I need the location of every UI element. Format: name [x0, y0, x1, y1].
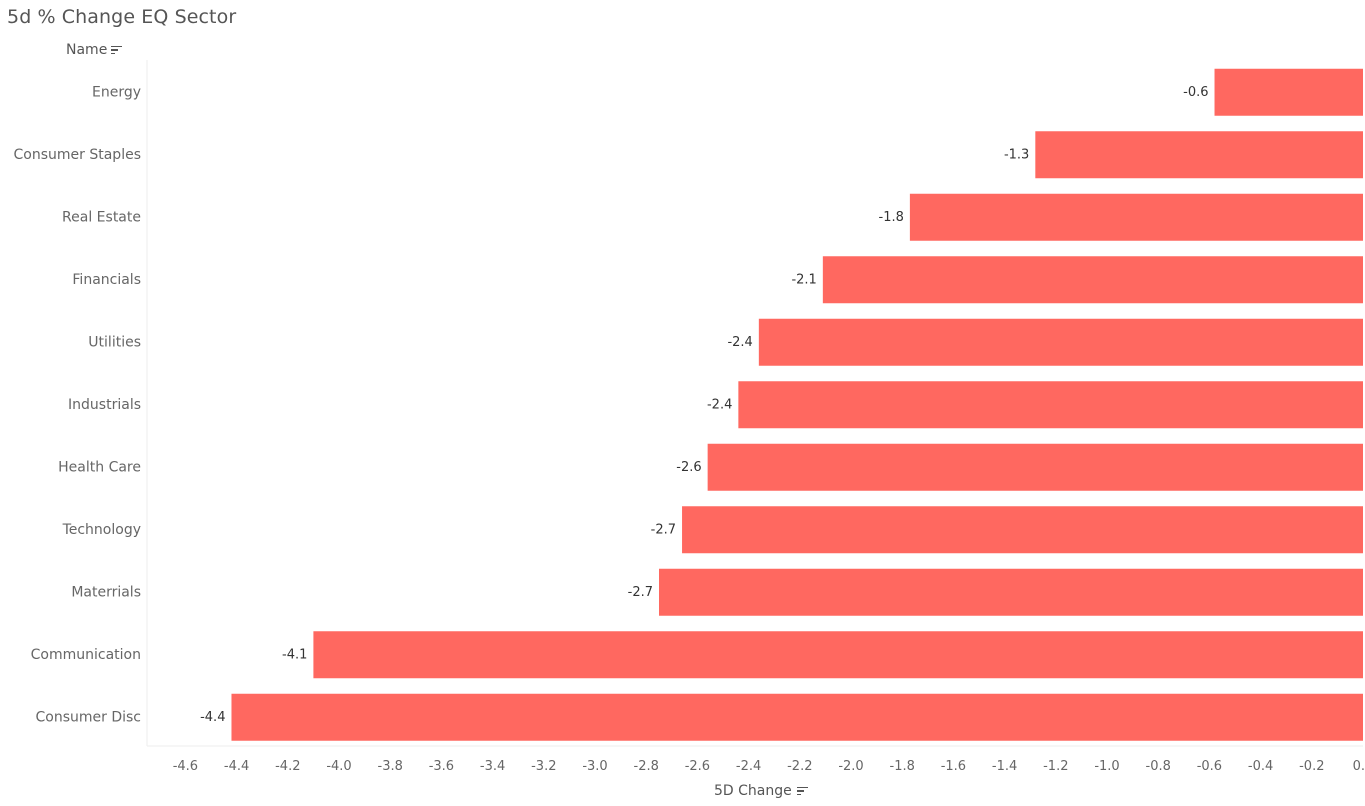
- category-label: Consumer Staples: [14, 147, 141, 163]
- x-tick-label: -3.2: [531, 759, 556, 774]
- bar[interactable]: [1035, 131, 1363, 179]
- category-label: Industrials: [68, 397, 141, 413]
- x-tick-label: -1.0: [1094, 759, 1119, 774]
- x-tick-label: -4.0: [326, 759, 351, 774]
- name-column-header[interactable]: Name: [66, 42, 123, 58]
- category-label: Consumer Disc: [36, 709, 142, 725]
- bar[interactable]: [1214, 68, 1363, 116]
- x-tick-label: -4.6: [173, 759, 198, 774]
- x-tick-label: -3.0: [582, 759, 607, 774]
- bar[interactable]: [313, 631, 1363, 679]
- x-tick-label: -4.4: [224, 759, 249, 774]
- x-tick-label: -1.8: [890, 759, 915, 774]
- sort-descending-icon[interactable]: [111, 45, 123, 55]
- sort-descending-icon[interactable]: [796, 786, 808, 796]
- value-label: -4.4: [200, 710, 225, 725]
- value-label: -2.7: [651, 522, 676, 537]
- x-tick-label: -3.4: [480, 759, 505, 774]
- value-label: -2.6: [676, 460, 701, 475]
- x-axis-title[interactable]: 5D Change: [714, 783, 808, 799]
- category-label: Technology: [62, 522, 141, 538]
- bar[interactable]: [682, 506, 1363, 554]
- category-label: Materrials: [71, 584, 141, 600]
- category-label: Utilities: [88, 334, 141, 350]
- x-tick-label: -1.2: [1043, 759, 1068, 774]
- category-label: Financials: [72, 272, 141, 288]
- chart-title: 5d % Change EQ Sector: [7, 6, 237, 28]
- value-label: -0.6: [1183, 85, 1208, 100]
- x-tick-label: 0.0: [1353, 759, 1365, 774]
- value-label: -2.4: [727, 335, 752, 350]
- bar[interactable]: [659, 568, 1363, 616]
- value-label: -1.8: [879, 210, 904, 225]
- x-tick-label: -0.6: [1197, 759, 1222, 774]
- value-label: -4.1: [282, 647, 307, 662]
- value-label: -2.4: [707, 397, 732, 412]
- bar[interactable]: [707, 443, 1363, 491]
- value-label: -1.3: [1004, 147, 1029, 162]
- x-tick-label: -1.6: [941, 759, 966, 774]
- bar[interactable]: [738, 381, 1363, 429]
- value-label: -2.7: [628, 585, 653, 600]
- x-tick-label: -2.6: [685, 759, 710, 774]
- bar[interactable]: [758, 318, 1363, 366]
- name-header-label: Name: [66, 42, 108, 58]
- bar[interactable]: [231, 693, 1364, 741]
- value-label: -2.1: [791, 272, 816, 287]
- x-tick-label: -3.8: [378, 759, 403, 774]
- x-axis-title-label: 5D Change: [714, 783, 792, 799]
- bar[interactable]: [822, 256, 1363, 304]
- x-tick-label: -2.4: [736, 759, 761, 774]
- category-label: Health Care: [58, 459, 141, 475]
- x-tick-label: -0.8: [1146, 759, 1171, 774]
- x-tick-label: -2.8: [634, 759, 659, 774]
- x-tick-label: -0.4: [1248, 759, 1273, 774]
- x-tick-label: -2.2: [787, 759, 812, 774]
- x-tick-label: -2.0: [838, 759, 863, 774]
- category-label: Real Estate: [62, 209, 141, 225]
- x-tick-label: -3.6: [429, 759, 454, 774]
- x-tick-label: -1.4: [992, 759, 1017, 774]
- x-tick-label: -4.2: [275, 759, 300, 774]
- bar[interactable]: [909, 193, 1363, 241]
- category-label: Communication: [31, 647, 141, 663]
- x-tick-label: -0.2: [1299, 759, 1324, 774]
- category-label: Energy: [92, 84, 141, 100]
